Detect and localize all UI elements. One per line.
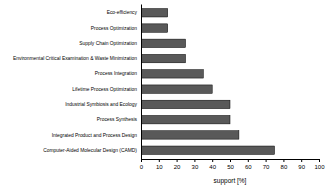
x-tick-label: 60: [245, 164, 252, 170]
y-tick-label: Process Optimization: [91, 26, 137, 31]
y-tick: Eco-efficiency: [107, 10, 138, 15]
x-tick: 50: [227, 159, 234, 170]
x-tick-label: 20: [174, 164, 181, 170]
x-tick-mark: [230, 159, 231, 162]
bar: [141, 9, 168, 17]
x-tick-mark: [301, 159, 302, 162]
x-tick-label: 30: [192, 164, 199, 170]
y-tick: Process Integration: [95, 71, 137, 76]
x-tick-mark: [319, 159, 320, 162]
bars: [141, 9, 275, 155]
x-tick: 90: [298, 159, 305, 170]
y-tick: Process Optimization: [91, 26, 137, 31]
x-tick-label: 40: [209, 164, 216, 170]
y-tick: Supply Chain Optimization: [79, 41, 137, 46]
x-tick-label: 90: [298, 164, 305, 170]
y-tick-label: Lifetime Process Optimization: [72, 87, 137, 92]
y-tick: Computer-Aided Molecular Design (CAMD): [43, 148, 137, 153]
x-tick: 40: [209, 159, 216, 170]
x-tick-label: 100: [314, 164, 325, 170]
bar: [141, 85, 212, 93]
plot: 0 10 20 30 40 50 60 70 80 90 100 Eco-efficiency Proc…: [13, 5, 325, 171]
y-tick: Environmental Critical Examination & Was…: [13, 56, 137, 61]
y-tick: Process Synthesis: [97, 117, 138, 122]
y-tick-label: Eco-efficiency: [107, 10, 138, 15]
bar: [141, 70, 203, 78]
x-tick-mark: [159, 159, 160, 162]
x-tick-label: 0: [140, 164, 144, 170]
y-tick-label: Supply Chain Optimization: [79, 41, 137, 46]
x-tick: 0: [140, 159, 144, 170]
bar: [141, 39, 186, 47]
y-axis-line: [141, 5, 142, 160]
y-tick: Lifetime Process Optimization: [72, 87, 137, 92]
chart: 0 10 20 30 40 50 60 70 80 90 100 Eco-efficiency Proc…: [0, 0, 328, 189]
y-axis: Eco-efficiency Process Optimization Supply…: [13, 5, 142, 160]
y-tick-label: Industrial Symbiosis and Ecology: [65, 102, 137, 107]
x-tick: 20: [174, 159, 181, 170]
x-tick: 80: [281, 159, 288, 170]
bar: [141, 146, 275, 154]
x-tick-label: 50: [227, 164, 234, 170]
bar: [141, 100, 230, 108]
x-tick: 10: [156, 159, 163, 170]
x-axis: 0 10 20 30 40 50 60 70 80 90 100: [140, 159, 325, 170]
y-tick: Integrated Product and Process Design: [52, 133, 138, 138]
x-tick-mark: [283, 159, 284, 162]
bar: [141, 24, 168, 32]
x-tick-mark: [248, 159, 249, 162]
x-tick-mark: [212, 159, 213, 162]
x-axis-line: [142, 160, 320, 163]
x-tick: 100: [314, 159, 325, 170]
x-tick-label: 70: [263, 164, 270, 170]
x-tick-label: 80: [281, 164, 288, 170]
x-tick-mark: [266, 159, 267, 162]
bar: [141, 54, 186, 62]
bar: [141, 115, 230, 123]
x-axis-title: support [%]: [214, 177, 247, 185]
x-tick-mark: [194, 159, 195, 162]
x-tick: 30: [192, 159, 199, 170]
y-tick-label: Computer-Aided Molecular Design (CAMD): [43, 148, 137, 153]
x-tick: 70: [263, 159, 270, 170]
x-tick-mark: [177, 159, 178, 162]
y-tick: Industrial Symbiosis and Ecology: [65, 102, 137, 107]
y-tick-label: Environmental Critical Examination & Was…: [13, 56, 137, 61]
x-tick-label: 10: [156, 164, 163, 170]
y-tick-label: Process Synthesis: [97, 117, 138, 122]
y-tick-label: Integrated Product and Process Design: [52, 133, 138, 138]
x-tick: 60: [245, 159, 252, 170]
y-tick-label: Process Integration: [95, 71, 137, 76]
bar: [141, 131, 239, 139]
